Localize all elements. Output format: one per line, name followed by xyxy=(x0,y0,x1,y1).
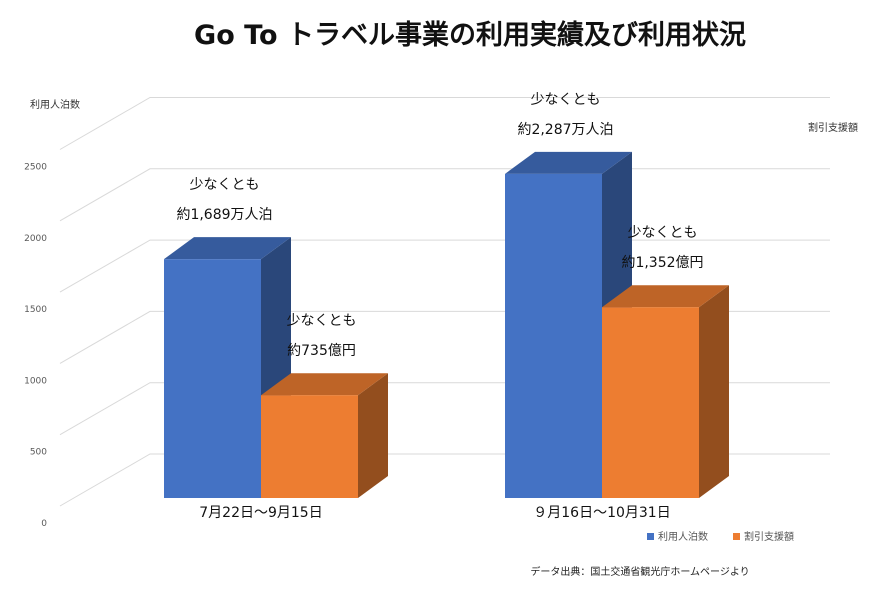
y-tick-label: 1000 xyxy=(24,376,47,386)
data-label: 少なくとも xyxy=(287,313,357,329)
bar-front-face xyxy=(164,259,261,498)
data-label: 少なくとも xyxy=(190,177,260,193)
bar-side-face xyxy=(358,373,388,498)
y-axis-label-left: 利用人泊数 xyxy=(30,98,80,111)
x-axis-categories: 7月22日～9月15日 ９月16日～10月31日 xyxy=(199,505,670,521)
legend-label-series-1: 利用人泊数 xyxy=(658,530,708,543)
bar-front-face xyxy=(602,307,699,498)
y-axis-label-right: 割引支援額 xyxy=(808,121,858,134)
data-label: 約735億円 xyxy=(287,343,356,359)
legend-label-series-2: 割引支援額 xyxy=(744,530,794,543)
y-axis-ticks: 0 500 1000 1500 2000 2500 xyxy=(24,163,47,530)
bar-side-face xyxy=(699,285,729,498)
y-tick-label: 2500 xyxy=(24,163,47,173)
bar-top-face xyxy=(505,151,632,174)
legend-swatch-series-1 xyxy=(647,533,654,540)
x-category-label: ９月16日～10月31日 xyxy=(533,505,670,521)
x-category-label: 7月22日～9月15日 xyxy=(199,505,322,521)
legend-swatch-series-2 xyxy=(733,533,740,540)
legend: 利用人泊数 割引支援額 xyxy=(647,530,794,543)
y-tick-label: 500 xyxy=(30,448,47,458)
data-label: 少なくとも xyxy=(531,92,601,108)
y-tick-label: 1500 xyxy=(24,305,47,315)
data-label: 約1,689万人泊 xyxy=(176,207,272,223)
bar-top-face xyxy=(602,285,729,308)
chart-title: Go To トラベル事業の利用実績及び利用状況 xyxy=(194,19,746,51)
data-labels: 少なくとも約1,689万人泊少なくとも約735億円少なくとも約2,287万人泊少… xyxy=(176,92,703,359)
y-tick-label: 2000 xyxy=(24,234,47,244)
data-label: 約1,352億円 xyxy=(621,255,703,271)
bar-top-face xyxy=(261,373,388,396)
bar-top-face xyxy=(164,237,291,260)
source-note: データ出典：国土交通省観光庁ホームページより xyxy=(530,565,749,578)
bar-2-1 xyxy=(261,373,388,498)
bar-2-2 xyxy=(602,285,729,498)
gridline xyxy=(59,97,830,150)
bar-front-face xyxy=(261,395,358,498)
y-tick-label: 0 xyxy=(41,519,47,529)
bars xyxy=(164,151,729,499)
data-label: 約2,287万人泊 xyxy=(517,122,613,138)
bar-front-face xyxy=(505,173,602,499)
data-label: 少なくとも xyxy=(628,225,698,241)
bar-1-1 xyxy=(164,237,291,498)
